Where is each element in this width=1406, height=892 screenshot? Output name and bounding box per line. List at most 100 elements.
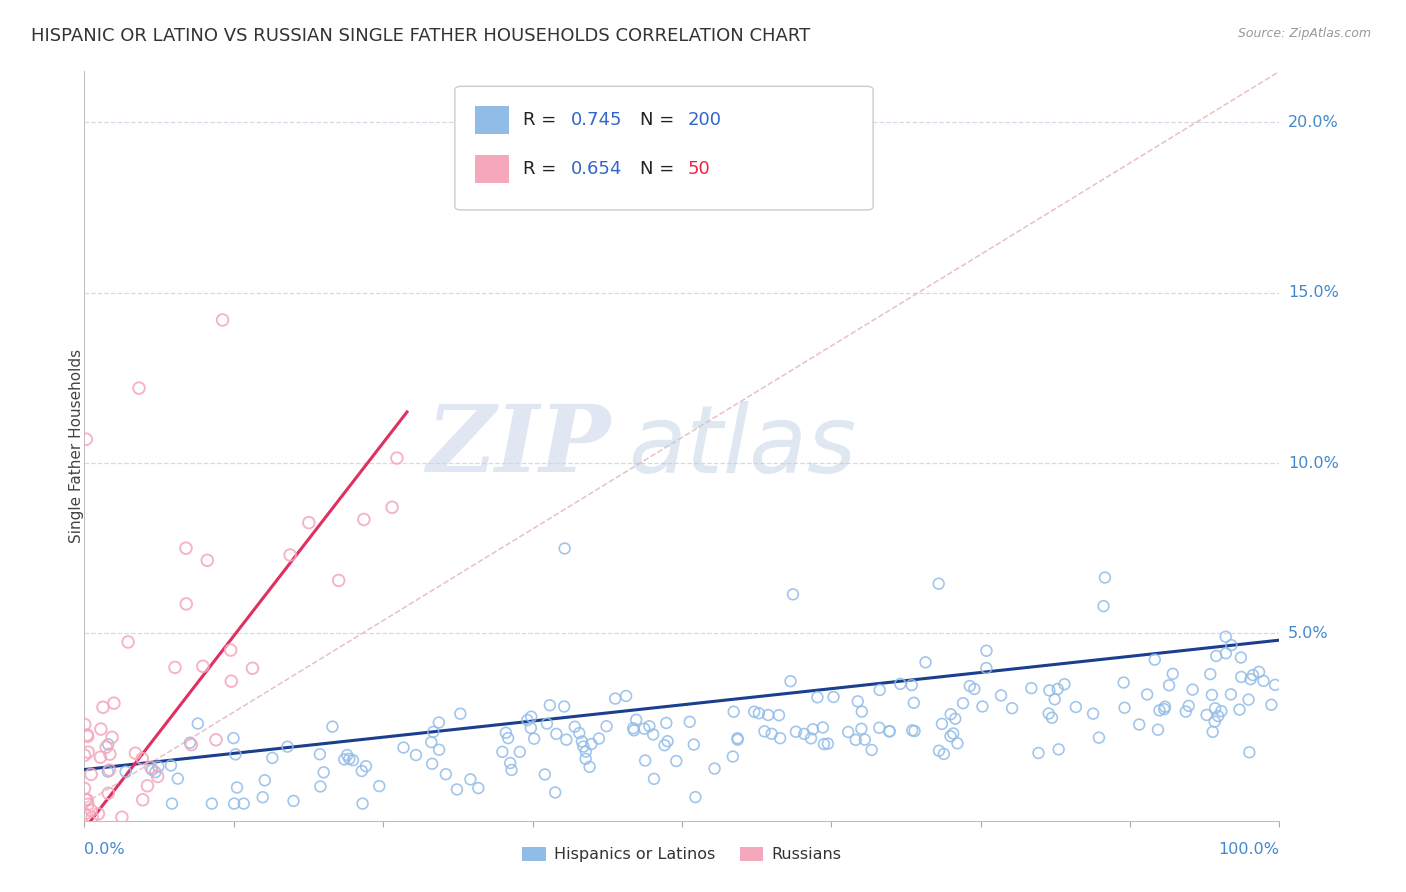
Point xyxy=(427,715,450,730)
Point xyxy=(1094,570,1116,584)
Point xyxy=(1204,714,1226,729)
Point xyxy=(262,751,284,765)
Point xyxy=(769,731,792,746)
Point xyxy=(633,722,655,736)
Point xyxy=(1081,706,1104,721)
Point xyxy=(321,720,343,734)
Point xyxy=(205,732,228,747)
Point xyxy=(90,722,112,736)
Point xyxy=(931,717,953,731)
Point xyxy=(1247,665,1270,679)
Point xyxy=(80,804,103,818)
Point xyxy=(1195,708,1218,723)
Point xyxy=(141,763,163,777)
Point xyxy=(75,432,97,446)
FancyBboxPatch shape xyxy=(475,106,509,135)
Point xyxy=(309,747,332,762)
Point xyxy=(1021,681,1043,695)
Point xyxy=(851,705,873,719)
Point xyxy=(187,716,209,731)
Point xyxy=(499,756,522,770)
Point xyxy=(963,681,986,696)
Point xyxy=(657,734,679,748)
Point xyxy=(595,719,617,733)
Text: 20.0%: 20.0% xyxy=(1288,115,1339,130)
Point xyxy=(903,696,925,710)
Point xyxy=(756,708,779,723)
Point xyxy=(1143,653,1166,667)
Point xyxy=(333,752,356,766)
Point xyxy=(727,732,749,747)
Point xyxy=(180,738,202,752)
Point xyxy=(148,760,170,774)
Point xyxy=(420,735,443,749)
Point xyxy=(1128,717,1150,731)
Point xyxy=(520,709,543,723)
Point xyxy=(97,764,120,779)
Point xyxy=(571,734,593,748)
Point xyxy=(420,756,443,771)
Point xyxy=(103,696,125,710)
Point xyxy=(77,797,100,812)
Point xyxy=(1239,745,1261,759)
Point xyxy=(114,764,136,779)
Point xyxy=(544,785,567,799)
Point xyxy=(782,587,804,601)
Point xyxy=(638,719,661,733)
Point xyxy=(538,698,561,713)
FancyBboxPatch shape xyxy=(456,87,873,210)
Point xyxy=(96,740,118,755)
Point xyxy=(1040,711,1063,725)
Point xyxy=(928,744,950,758)
Text: 5.0%: 5.0% xyxy=(1288,626,1329,640)
Point xyxy=(1230,670,1253,684)
Point xyxy=(449,706,471,721)
Point xyxy=(990,689,1012,703)
Point xyxy=(101,731,124,745)
Point xyxy=(1112,675,1135,690)
Point xyxy=(578,760,600,774)
Point xyxy=(879,724,901,739)
Text: 0.0%: 0.0% xyxy=(84,842,125,856)
Point xyxy=(124,746,146,760)
Point xyxy=(742,705,765,719)
Point xyxy=(222,731,245,745)
Point xyxy=(952,696,974,710)
Point xyxy=(588,731,610,746)
Point xyxy=(851,722,873,736)
Point xyxy=(501,763,523,777)
Text: N =: N = xyxy=(640,160,681,178)
Point xyxy=(111,810,134,824)
Point xyxy=(946,736,969,750)
Point xyxy=(972,699,994,714)
Point xyxy=(943,712,966,726)
Point xyxy=(253,773,276,788)
Point xyxy=(727,731,749,746)
Point xyxy=(901,723,924,738)
Point xyxy=(768,708,790,723)
Point xyxy=(1053,677,1076,691)
Point xyxy=(1154,699,1177,714)
Point xyxy=(568,726,591,740)
Point xyxy=(575,752,598,766)
Point xyxy=(226,780,249,795)
Point xyxy=(914,655,936,669)
Point xyxy=(1038,683,1060,698)
Point xyxy=(73,781,96,796)
Point xyxy=(779,674,801,689)
Point xyxy=(1253,673,1275,688)
Point xyxy=(845,732,868,747)
Point xyxy=(252,790,274,805)
Point xyxy=(1199,667,1222,681)
Point xyxy=(87,806,110,821)
Point xyxy=(381,500,404,515)
Point xyxy=(467,781,489,796)
Text: 100.0%: 100.0% xyxy=(1219,842,1279,856)
Point xyxy=(623,723,645,738)
Point xyxy=(1204,701,1226,715)
Point xyxy=(1241,668,1264,682)
Point xyxy=(128,381,150,395)
Point xyxy=(1229,703,1251,717)
Point xyxy=(352,797,374,811)
Text: 0.654: 0.654 xyxy=(571,160,621,178)
